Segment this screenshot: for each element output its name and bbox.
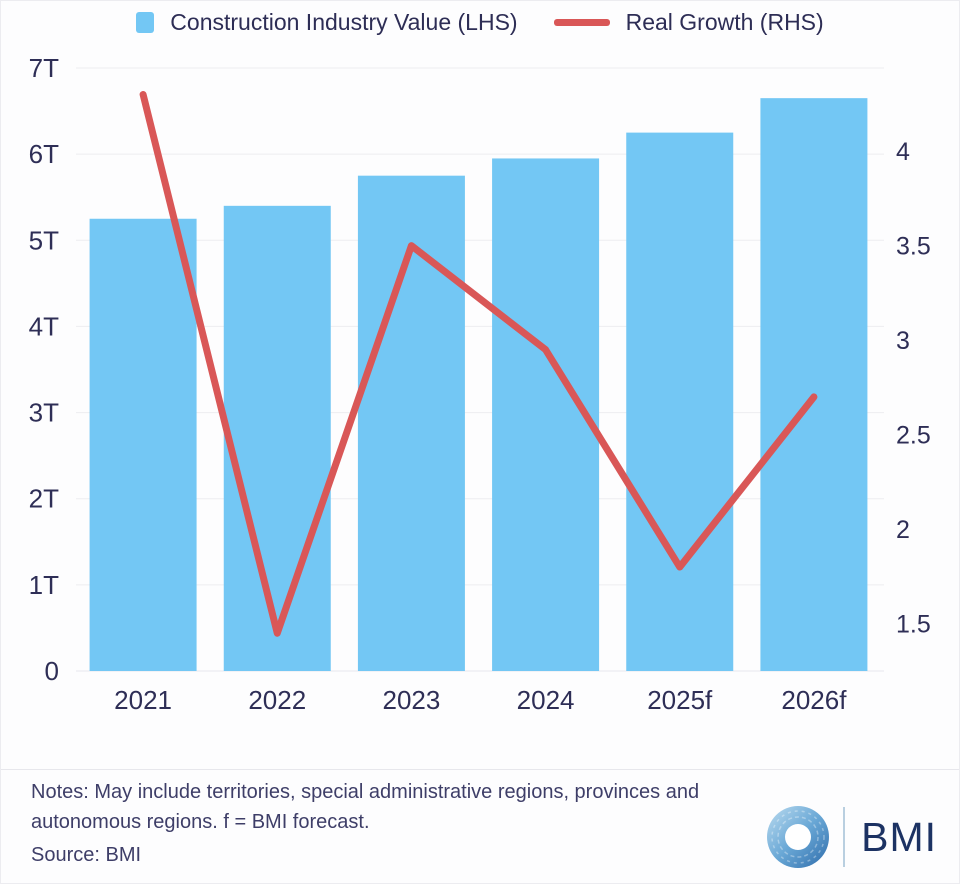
left-axis-tick: 7T — [29, 53, 59, 83]
bar-legend-label: Construction Industry Value (LHS) — [170, 8, 518, 35]
bar-2022 — [223, 205, 331, 672]
right-axis-tick: 2 — [896, 516, 910, 544]
left-axis-tick: 0 — [45, 656, 59, 686]
bar-2024 — [492, 158, 600, 671]
right-axis-tick: 1.5 — [896, 611, 931, 639]
right-axis-tick: 2.5 — [896, 422, 931, 450]
category-label: 2025f — [647, 685, 713, 715]
footer-divider — [1, 769, 959, 770]
brand-separator — [843, 807, 846, 867]
left-axis-tick: 6T — [29, 139, 59, 169]
bmi-logo-icon — [767, 806, 830, 868]
line-legend-label: Real Growth (RHS) — [625, 8, 824, 35]
right-axis-tick: 3.5 — [896, 233, 931, 261]
left-axis-tick: 2T — [29, 484, 59, 514]
bar-2021 — [89, 218, 197, 671]
line-legend-swatch — [553, 18, 610, 26]
bar-legend-swatch — [136, 11, 155, 33]
right-axis-tick: 3 — [896, 327, 910, 355]
chart-source: Source: BMI — [31, 844, 142, 866]
chart-notes: Notes: May include territories, special … — [31, 781, 700, 833]
bmi-brand: BMI — [765, 801, 937, 873]
left-axis-tick: 5T — [29, 225, 59, 255]
growth-line — [139, 90, 818, 637]
right-axis-tick: 4 — [896, 138, 910, 166]
bar-2025f — [626, 132, 734, 671]
combo-chart: 0 1T 2T 3T 4T 5T 6T 7T 1.5 2 2.5 3 3.5 4 2021 2022 2023 2… — [29, 53, 931, 715]
left-axis-tick: 1T — [29, 570, 59, 600]
category-label: 2021 — [114, 685, 172, 715]
category-label: 2024 — [517, 685, 575, 715]
brand-name: BMI — [861, 813, 937, 860]
bar-2023 — [357, 175, 465, 671]
left-axis-tick: 4T — [29, 311, 59, 341]
category-label: 2026f — [781, 685, 847, 715]
bar-2026f — [760, 98, 868, 671]
category-label: 2023 — [382, 685, 440, 715]
left-axis-tick: 3T — [29, 398, 59, 428]
legend: Construction Industry Value (LHS) Real G… — [1, 1, 959, 43]
category-label: 2022 — [248, 685, 306, 715]
